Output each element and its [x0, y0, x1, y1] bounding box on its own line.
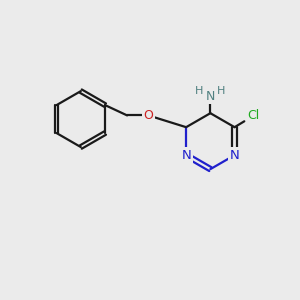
Text: N: N: [181, 149, 191, 162]
Text: O: O: [143, 109, 153, 122]
Text: N: N: [206, 90, 215, 103]
Text: H: H: [195, 86, 203, 96]
Text: N: N: [230, 149, 239, 162]
Text: Cl: Cl: [247, 109, 259, 122]
Text: H: H: [218, 86, 226, 96]
